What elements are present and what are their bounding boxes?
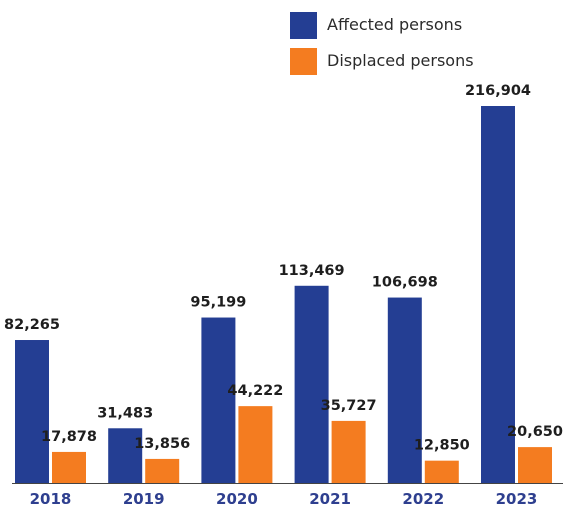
bar-affected-2020 xyxy=(201,317,236,483)
bar-displaced-2023 xyxy=(518,447,552,483)
legend-label-affected: Affected persons xyxy=(327,15,463,34)
legend-label-displaced: Displaced persons xyxy=(327,51,474,70)
data-label-affected-2021: 113,469 xyxy=(279,263,345,279)
data-label-displaced-2019: 13,856 xyxy=(134,436,190,452)
x-tick-label-2018: 2018 xyxy=(30,490,72,508)
x-tick-label-2020: 2020 xyxy=(216,490,258,508)
bar-displaced-2019 xyxy=(145,458,180,483)
bar-affected-2023 xyxy=(481,106,515,483)
data-label-affected-2020: 95,199 xyxy=(190,295,246,311)
data-label-affected-2019: 31,483 xyxy=(97,405,153,421)
data-label-affected-2023: 216,904 xyxy=(465,83,531,99)
bar-affected-2022 xyxy=(387,297,422,483)
bar-affected-2019 xyxy=(108,428,143,483)
legend-swatch-affected xyxy=(290,12,317,39)
x-tick-label-2022: 2022 xyxy=(402,490,444,508)
data-label-displaced-2018: 17,878 xyxy=(41,429,97,445)
x-tick-label-2023: 2023 xyxy=(496,490,538,508)
bar-affected-2021 xyxy=(294,285,329,483)
x-tick-label-2021: 2021 xyxy=(309,490,351,508)
bar-displaced-2018 xyxy=(52,451,86,483)
bar-displaced-2022 xyxy=(424,460,459,483)
data-label-displaced-2022: 12,850 xyxy=(414,438,470,454)
x-tick-label-2019: 2019 xyxy=(123,490,165,508)
data-label-displaced-2023: 20,650 xyxy=(507,424,563,440)
bar-affected-2018 xyxy=(15,340,49,483)
legend-swatch-displaced xyxy=(290,48,317,75)
bar-displaced-2021 xyxy=(331,420,366,483)
data-label-affected-2022: 106,698 xyxy=(372,275,438,291)
data-label-displaced-2021: 35,727 xyxy=(321,398,377,414)
bar-displaced-2020 xyxy=(238,406,273,483)
data-label-affected-2018: 82,265 xyxy=(4,317,60,333)
data-label-displaced-2020: 44,222 xyxy=(227,383,283,399)
